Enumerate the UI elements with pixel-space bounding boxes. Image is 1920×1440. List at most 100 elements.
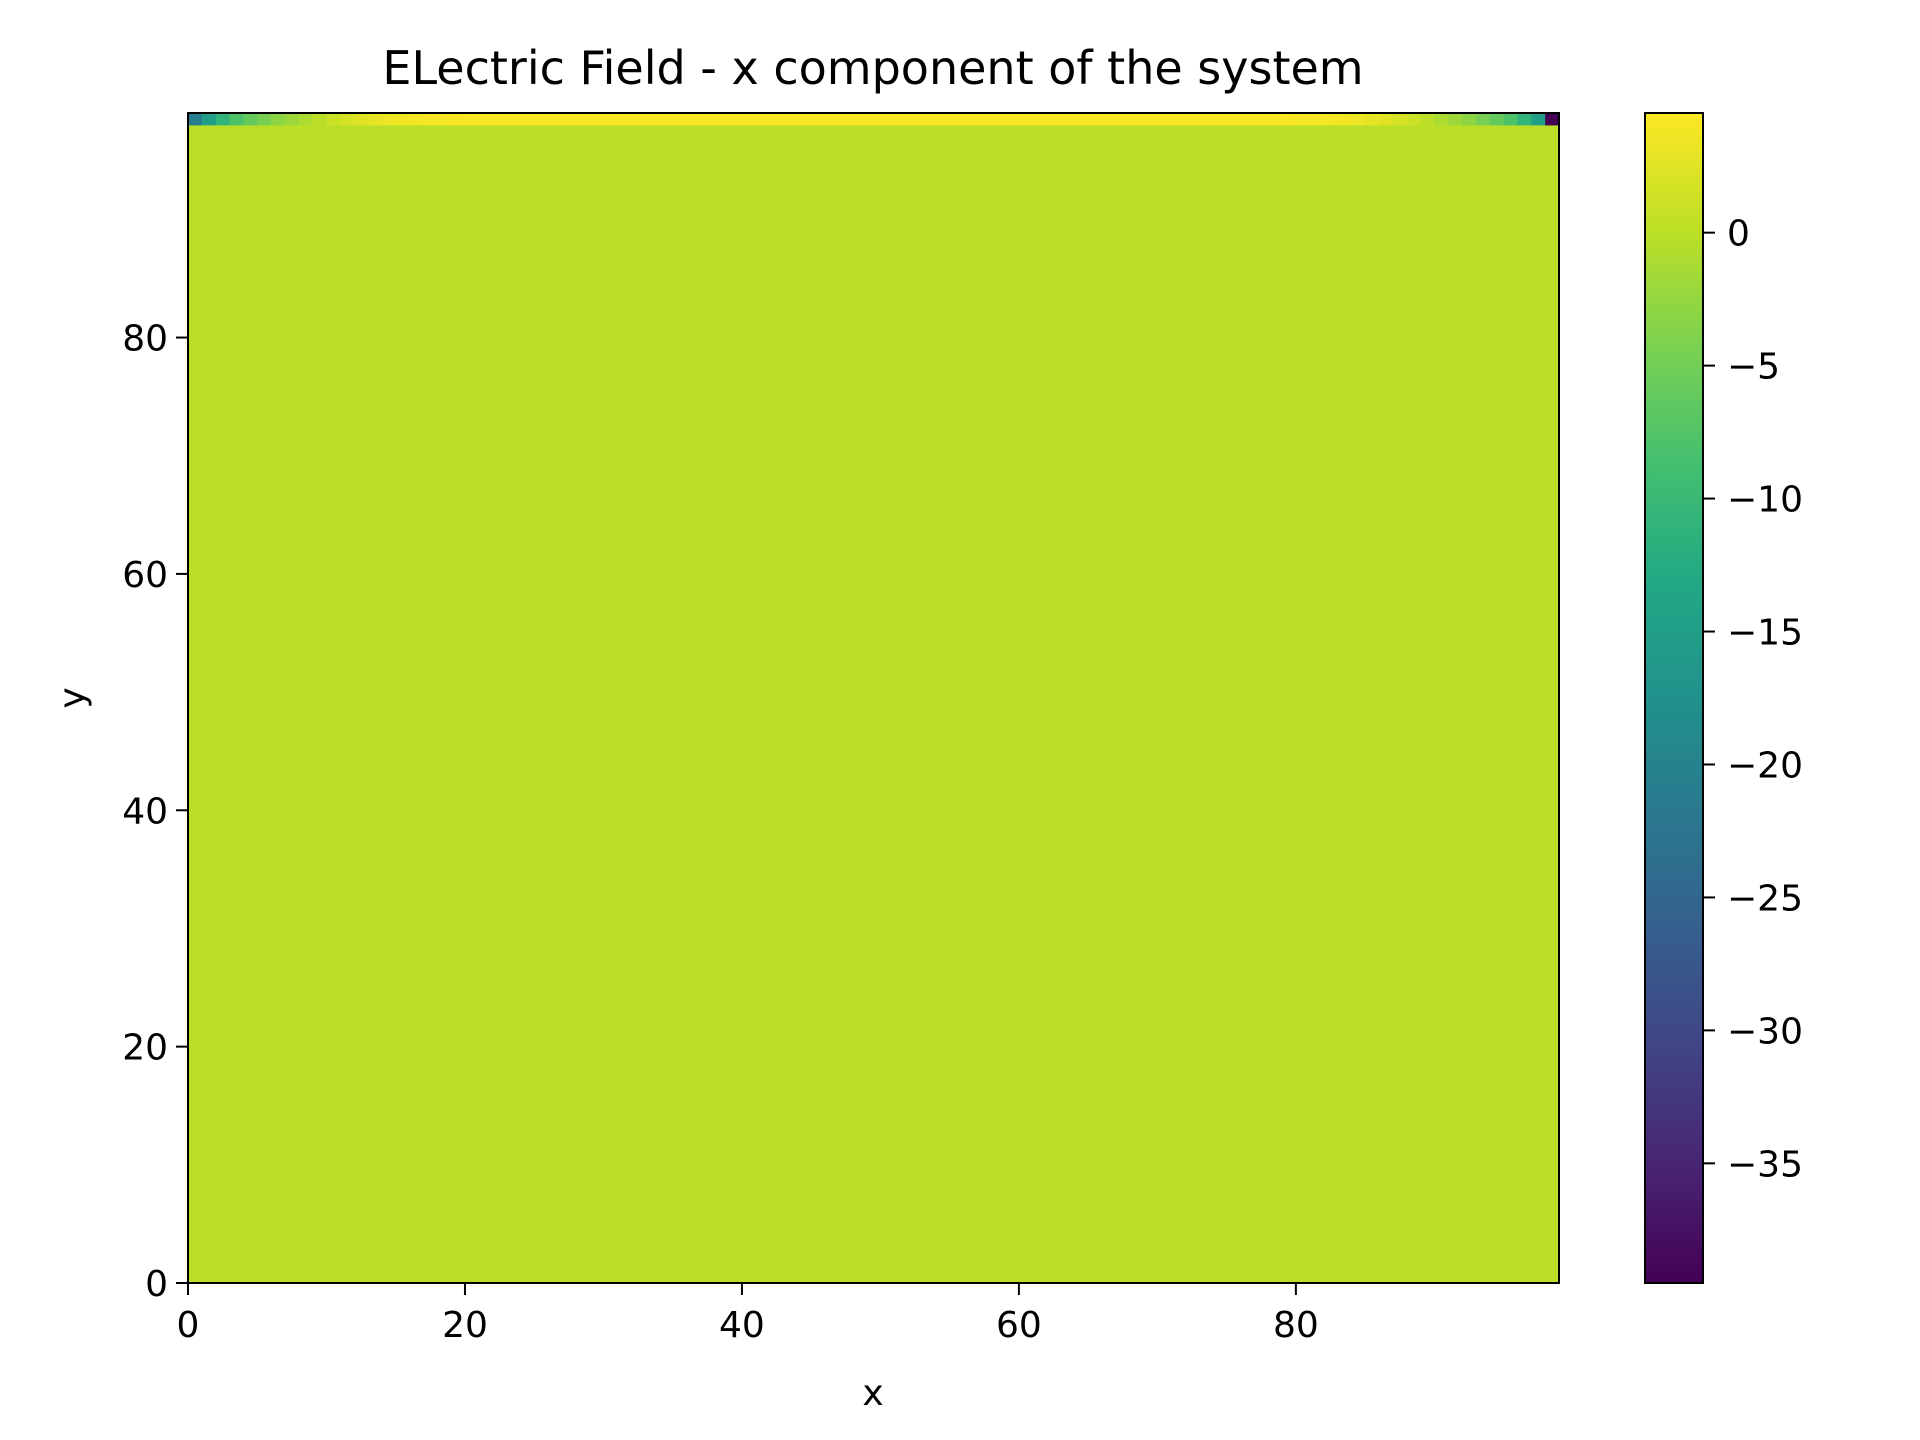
- heatmap-cell-top-row: [534, 113, 549, 126]
- colorbar-tick-label: −25: [1727, 878, 1803, 919]
- heatmap-cells: [188, 113, 1560, 1284]
- heatmap-cell-top-row: [298, 113, 314, 126]
- heatmap-cell-top-row: [603, 113, 618, 126]
- heatmap-cell-top-row: [1489, 113, 1505, 126]
- chart-title: ELectric Field - x component of the syst…: [382, 41, 1363, 95]
- heatmap-cell-top-row: [1420, 113, 1435, 126]
- heatmap-cell-top-row: [908, 113, 923, 126]
- heatmap-cell-top-row: [1434, 113, 1449, 126]
- heatmap-cell-top-row: [188, 113, 203, 126]
- heatmap-cell-top-row: [1378, 113, 1394, 126]
- heatmap-cell-top-row: [575, 113, 591, 126]
- heatmap-cell-top-row: [617, 113, 632, 126]
- heatmap-cell-top-row: [866, 113, 882, 126]
- heatmap-cell-top-row: [658, 113, 674, 126]
- x-tick-label: 60: [996, 1305, 1042, 1346]
- heatmap-cell-top-row: [1226, 113, 1242, 126]
- heatmap-cell-top-row: [1392, 113, 1408, 126]
- heatmap-cell-top-row: [1102, 113, 1117, 126]
- x-tick-label: 80: [1273, 1305, 1319, 1346]
- heatmap-cell-top-row: [1406, 113, 1422, 126]
- y-tick-label: 0: [145, 1264, 168, 1305]
- heatmap-cell-top-row: [1185, 113, 1200, 126]
- heatmap-cell-top-row: [949, 113, 965, 126]
- heatmap-cell-top-row: [1240, 113, 1255, 126]
- heatmap-cell-top-row: [409, 113, 425, 126]
- heatmap-cell-top-row: [631, 113, 646, 126]
- y-axis: 0 20 40 60 80: [122, 319, 188, 1305]
- heatmap-cell-top-row: [1254, 113, 1269, 126]
- heatmap-cell-top-row: [935, 113, 951, 126]
- heatmap-cell-background: [188, 124, 1560, 1284]
- heatmap-cell-top-row: [741, 113, 757, 126]
- colorbar-tick-label: −35: [1727, 1144, 1803, 1185]
- heatmap-cell-top-row: [1268, 113, 1283, 126]
- heatmap-cell-top-row: [340, 113, 355, 126]
- heatmap-cell-top-row: [451, 113, 466, 126]
- y-tick-label: 60: [122, 555, 168, 596]
- heatmap-cell-top-row: [1115, 113, 1131, 126]
- heatmap-cell-top-row: [1337, 113, 1352, 126]
- heatmap-cell-top-row: [1295, 113, 1311, 126]
- x-tick-label: 20: [442, 1305, 488, 1346]
- heatmap-cell-top-row: [1171, 113, 1186, 126]
- heatmap-cell-top-row: [1365, 113, 1380, 126]
- plot-frame: [187, 112, 1560, 1284]
- heatmap-cell-top-row: [1475, 113, 1491, 126]
- heatmap-cell-top-row: [755, 113, 771, 126]
- colorbar-axis: 0 −5 −10 −15 −20 −25 −30 −35: [1703, 214, 1803, 1185]
- heatmap-cell-top-row: [672, 113, 688, 126]
- heatmap-cell-top-row: [991, 113, 1006, 126]
- heatmap-cell-top-row: [714, 113, 729, 126]
- heatmap-cell-top-row: [1143, 113, 1158, 126]
- heatmap-cell-top-row: [437, 113, 452, 126]
- heatmap-cell-top-row: [1309, 113, 1325, 126]
- heatmap-cell-top-row: [880, 113, 895, 126]
- heatmap-cell-top-row: [395, 113, 411, 126]
- heatmap-cell-top-row: [215, 113, 231, 126]
- heatmap-cell-top-row: [700, 113, 715, 126]
- heatmap-cell-top-row: [977, 113, 992, 126]
- heatmap-cell-top-row: [312, 113, 328, 126]
- x-axis-label: x: [862, 1373, 883, 1414]
- y-axis-label: y: [52, 687, 93, 708]
- y-tick-label: 20: [122, 1028, 168, 1069]
- y-tick-label: 40: [122, 791, 168, 832]
- colorbar-tick-label: −20: [1727, 745, 1803, 786]
- colorbar-tick-label: −10: [1727, 480, 1803, 521]
- heatmap-cell-top-row: [1018, 113, 1034, 126]
- colorbar-tick-label: −30: [1727, 1011, 1803, 1052]
- heatmap-cell-top-row: [423, 113, 438, 126]
- heatmap-cell-top-row: [284, 113, 300, 126]
- heatmap-cell-top-row: [381, 113, 397, 126]
- x-tick-label: 0: [177, 1305, 200, 1346]
- heatmap-cell-top-row: [1448, 113, 1463, 126]
- colorbar: [1645, 113, 1703, 1283]
- heatmap-cell-top-row: [229, 113, 244, 126]
- colorbar-tick-label: −15: [1727, 613, 1803, 654]
- colorbar-tick-label: 0: [1727, 214, 1750, 255]
- heatmap-cell-top-row: [1157, 113, 1172, 126]
- heatmap-cell-top-row: [1005, 113, 1020, 126]
- heatmap-cell-top-row: [769, 113, 785, 126]
- heatmap-cell-top-row: [478, 113, 494, 126]
- heatmap-cell-top-row: [1060, 113, 1075, 126]
- heatmap-cell-top-row: [257, 113, 272, 126]
- heatmap-cell-top-row: [894, 113, 909, 126]
- heatmap-cell-top-row: [921, 113, 937, 126]
- heatmap-cell-top-row: [1088, 113, 1103, 126]
- heatmap-cell-top-row: [1198, 113, 1214, 126]
- heatmap-cell-top-row: [1351, 113, 1366, 126]
- y-tick-label: 80: [122, 319, 168, 360]
- heatmap-cell-top-row: [645, 113, 660, 126]
- heatmap-cell-top-row: [354, 113, 369, 126]
- heatmap-cell-top-row: [797, 113, 812, 126]
- heatmap-cell-top-row: [589, 113, 605, 126]
- heatmap-cell-top-row: [326, 113, 341, 126]
- heatmap-cell-top-row: [825, 113, 840, 126]
- heatmap-cell-top-row: [1032, 113, 1048, 126]
- heatmap-cell-top-row: [686, 113, 701, 126]
- heatmap-cell-top-row: [1046, 113, 1062, 126]
- colorbar-frame: [1644, 112, 1704, 1284]
